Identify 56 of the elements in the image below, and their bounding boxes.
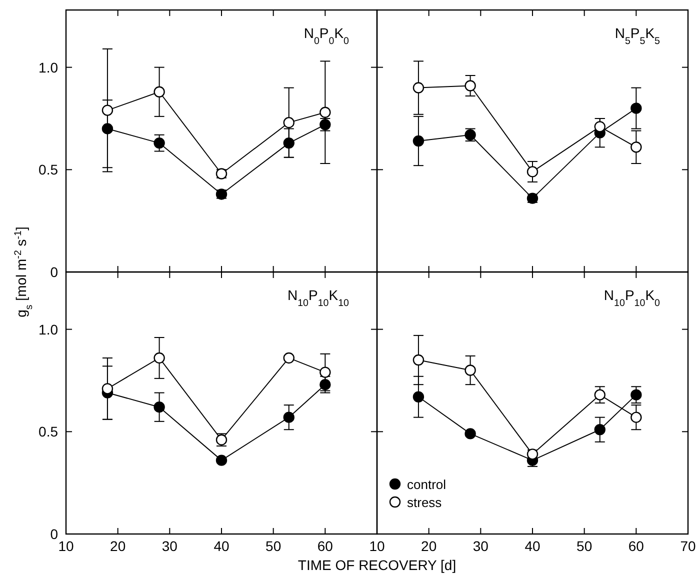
point [154, 86, 165, 98]
point [594, 121, 606, 132]
x-axis-title: TIME OF RECOVERY [d] [298, 557, 456, 573]
x-tick-label: 40 [214, 538, 230, 554]
point [283, 137, 294, 149]
legend-label: stress [407, 495, 442, 510]
point [594, 389, 606, 400]
x-tick-label: 30 [472, 538, 489, 554]
y-tick-label: 0.5 [38, 162, 58, 178]
y-tick-label: 0.5 [38, 424, 58, 440]
point [154, 352, 165, 364]
x-tick-label: 10 [58, 538, 74, 554]
point [464, 428, 476, 440]
point [464, 80, 476, 92]
x-tick-label: 40 [524, 538, 540, 554]
x-tick-label: 60 [317, 538, 334, 554]
point [154, 402, 165, 413]
text: N$_{10}$P$_{10}$K$_{0}$ [604, 287, 661, 308]
point [630, 412, 642, 423]
point [102, 104, 114, 116]
point [154, 137, 165, 149]
y-tick-label: 0 [50, 526, 58, 542]
point [630, 389, 642, 400]
x-tick-label: 50 [576, 538, 592, 554]
point [320, 366, 331, 378]
point [412, 391, 424, 402]
legend-label: control [407, 477, 446, 492]
point [283, 352, 294, 364]
point [464, 364, 476, 376]
x-tick-label: 60 [628, 538, 644, 554]
text: N$_{0}$P$_{0}$K$_{0}$ [304, 25, 350, 46]
point [412, 82, 424, 94]
point [283, 412, 294, 423]
y-tick-label: 1.0 [38, 321, 58, 338]
point [320, 378, 331, 390]
point [412, 354, 424, 366]
text: N$_{10}$P$_{10}$K$_{10}$ [287, 287, 350, 308]
point [630, 102, 642, 114]
x-tick-label: 20 [110, 538, 126, 554]
point [526, 166, 538, 178]
point [216, 454, 228, 466]
x-tick-label: 10 [369, 538, 385, 554]
point [320, 106, 331, 118]
x-tick-label: 70 [680, 538, 696, 554]
y-tick-label: 0 [50, 264, 58, 280]
y-tick-label: 1.0 [38, 59, 58, 76]
text: N$_{5}$P$_{5}$K$_{5}$ [614, 25, 661, 46]
point [102, 383, 114, 394]
point [283, 116, 294, 128]
point [594, 424, 606, 436]
x-tick-label: 50 [266, 538, 282, 554]
point [412, 135, 424, 147]
point [102, 123, 114, 134]
x-tick-label: 20 [421, 538, 437, 554]
x-tick-label: 30 [162, 538, 178, 554]
point [630, 142, 642, 153]
